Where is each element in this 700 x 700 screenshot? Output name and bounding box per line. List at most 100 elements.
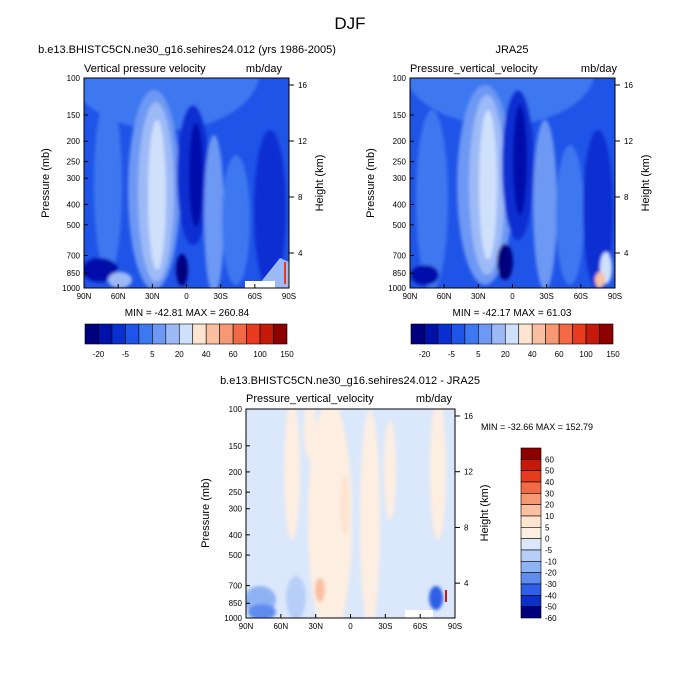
colorbar-swatch xyxy=(520,481,542,494)
colorbar-label: 0 xyxy=(545,535,550,544)
model-panel: b.e13.BHISTC5CN.ne30_g16.sehires24.012 (… xyxy=(38,44,336,359)
colorbar-swatch xyxy=(98,323,113,345)
colorbar-swatch xyxy=(572,323,587,345)
colorbar-swatch xyxy=(545,323,560,345)
y-right-tick-label: 16 xyxy=(298,81,307,90)
colorbar-swatch xyxy=(111,323,126,345)
colorbar-swatch xyxy=(464,323,479,345)
x-tick-label: 30N xyxy=(145,292,160,301)
colorbar-label: -50 xyxy=(545,603,557,612)
panel2-y-right-axis: 16 12 8 4 xyxy=(615,81,633,258)
x-tick-label: 60S xyxy=(248,292,262,301)
y-right-tick-label: 12 xyxy=(298,137,307,146)
colorbar-label: 60 xyxy=(229,350,238,359)
colorbar-swatch xyxy=(531,323,546,345)
colorbar-swatch xyxy=(219,323,234,345)
panel1-subtitle-left: Vertical pressure velocity xyxy=(84,63,206,75)
panel1-y-axis: 100 150 200 250 300 400 500 700 850 1000 xyxy=(62,74,88,293)
colorbar-swatch xyxy=(152,323,167,345)
panel3-ylabel: Pressure (mb) xyxy=(200,478,212,548)
colorbar-swatch xyxy=(246,323,261,345)
y-tick-label: 100 xyxy=(67,74,81,83)
panel1-subtitle-right: mb/day xyxy=(246,63,283,75)
colorbar-label: 40 xyxy=(202,350,211,359)
y-tick-label: 100 xyxy=(393,74,407,83)
colorbar-swatch xyxy=(259,323,274,345)
x-tick-label: 0 xyxy=(348,622,353,631)
colorbar-label: 5 xyxy=(476,350,481,359)
colorbar-swatch xyxy=(520,447,542,460)
colorbar-label: 60 xyxy=(545,455,554,464)
x-tick-label: 90S xyxy=(608,292,622,301)
colorbar-label: -20 xyxy=(545,569,557,578)
y-tick-label: 150 xyxy=(67,111,81,120)
panel3-ylabel-right: Height (km) xyxy=(479,485,491,542)
y-right-tick-label: 4 xyxy=(464,579,469,588)
panel2-contour-field xyxy=(410,78,615,288)
y-tick-label: 200 xyxy=(393,137,407,146)
y-tick-label: 1000 xyxy=(224,614,242,623)
y-tick-label: 150 xyxy=(393,111,407,120)
colorbar-swatch xyxy=(558,323,573,345)
colorbar-swatch xyxy=(178,323,194,345)
colorbar-swatch xyxy=(410,323,425,345)
colorbar-swatch xyxy=(138,323,153,345)
figure-title: DJF xyxy=(334,14,365,33)
panel3-y-right-axis: 16 12 8 4 xyxy=(455,412,473,588)
panel2-y-axis: 100 150 200 250 300 400 500 700 850 1000 xyxy=(388,74,414,293)
colorbar-label: 100 xyxy=(579,350,593,359)
colorbar-label: -40 xyxy=(545,591,557,600)
panel3-contour-field xyxy=(246,409,455,618)
colorbar-swatch xyxy=(520,470,542,483)
colorbar-label: -20 xyxy=(93,350,105,359)
x-tick-label: 60N xyxy=(111,292,126,301)
colorbar-swatch xyxy=(518,323,533,345)
x-tick-label: 90N xyxy=(403,292,418,301)
y-tick-label: 100 xyxy=(229,405,243,414)
y-right-tick-label: 12 xyxy=(624,137,633,146)
colorbar-label: -30 xyxy=(545,580,557,589)
y-tick-label: 300 xyxy=(229,505,243,514)
colorbar-label: 40 xyxy=(528,350,537,359)
panel2-ylabel: Pressure (mb) xyxy=(365,148,377,218)
x-tick-label: 0 xyxy=(510,292,515,301)
colorbar-label: 100 xyxy=(253,350,267,359)
panel2-stats: MIN = -42.17 MAX = 61.03 xyxy=(453,308,572,319)
colorbar-swatch xyxy=(520,515,542,528)
panel1-title: b.e13.BHISTC5CN.ne30_g16.sehires24.012 (… xyxy=(38,44,336,56)
x-tick-label: 30N xyxy=(308,622,323,631)
colorbar-swatch xyxy=(437,323,452,345)
colorbar-swatch xyxy=(205,323,220,345)
colorbar-label: -5 xyxy=(122,350,130,359)
y-tick-label: 250 xyxy=(229,488,243,497)
panel3-y-axis: 100 150 200 250 300 400 500 700 850 1000 xyxy=(224,405,250,623)
panel3-title: b.e13.BHISTC5CN.ne30_g16.sehires24.012 -… xyxy=(220,375,480,387)
y-tick-label: 400 xyxy=(393,200,407,209)
x-tick-label: 90S xyxy=(282,292,296,301)
y-tick-label: 850 xyxy=(67,269,81,278)
panel3-x-axis: 90N 60N 30N 0 30S 60S 90S xyxy=(239,614,462,631)
colorbar-swatch xyxy=(478,323,493,345)
y-tick-label: 400 xyxy=(67,200,81,209)
panel2-subtitle-left: Pressure_vertical_velocity xyxy=(410,63,538,75)
colorbar-label: 10 xyxy=(545,512,554,521)
colorbar-swatch xyxy=(520,606,542,619)
y-tick-label: 300 xyxy=(393,174,407,183)
panel1-colorbar: -20 -5 5 20 40 60 100 150 xyxy=(84,323,294,359)
y-right-tick-label: 16 xyxy=(464,412,473,421)
panel1-stats: MIN = -42.81 MAX = 260.84 xyxy=(125,308,250,319)
panel1-ylabel-right: Height (km) xyxy=(314,155,326,212)
colorbar-swatch xyxy=(520,493,542,505)
colorbar-label: 20 xyxy=(175,350,184,359)
y-tick-label: 250 xyxy=(67,158,81,167)
colorbar-swatch xyxy=(520,572,542,585)
colorbar-swatch xyxy=(125,323,140,345)
colorbar-label: 60 xyxy=(555,350,564,359)
colorbar-label: -10 xyxy=(545,557,557,566)
colorbar-swatch xyxy=(520,595,542,607)
y-tick-label: 850 xyxy=(229,599,243,608)
colorbar-label: 5 xyxy=(545,523,550,532)
colorbar-swatch xyxy=(520,561,542,573)
colorbar-swatch xyxy=(273,323,288,345)
